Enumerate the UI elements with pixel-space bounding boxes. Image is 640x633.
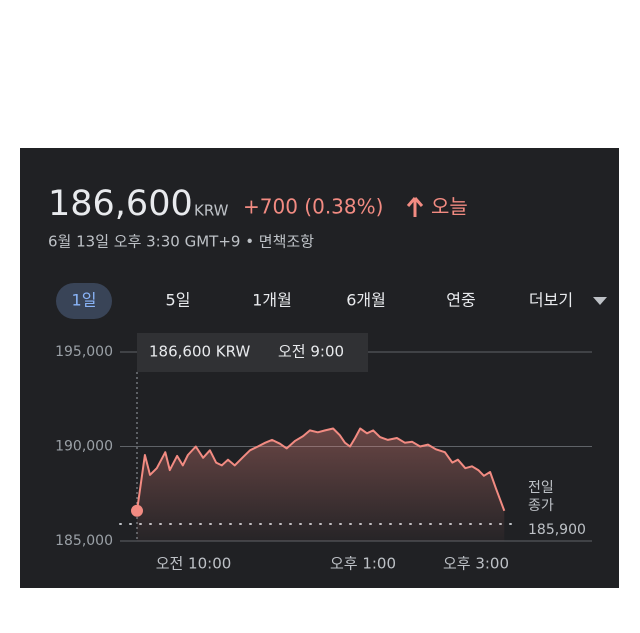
tooltip-bg <box>137 333 368 372</box>
tooltip-time: 오전 9:00 <box>278 343 344 361</box>
more-caret <box>593 297 607 305</box>
tab[interactable]: 5일 <box>166 291 191 310</box>
currency: KRW <box>194 202 229 220</box>
previous-close-label: 종가 <box>528 498 554 514</box>
timestamp: 6월 13일 오후 3:30 GMT+9 • 면책조항 <box>48 233 314 251</box>
tooltip-price: 186,600 KRW <box>149 343 250 361</box>
hover-dot <box>131 504 143 517</box>
up-arrow <box>406 197 424 217</box>
tab[interactable]: 연중 <box>446 291 475 310</box>
previous-close-value: 185,900 <box>528 522 586 538</box>
tabs: 1일 5일 1개월 6개월 연중 더보기 <box>56 283 573 319</box>
y-tick-label: 190,000 <box>55 439 113 455</box>
change: +700 (0.38%) <box>243 195 383 219</box>
previous-close-label: 전일 <box>528 480 554 496</box>
tab[interactable]: 1개월 <box>252 291 292 310</box>
y-tick-label: 185,000 <box>55 533 113 549</box>
tab-selected-bg <box>56 283 112 319</box>
x-tick-label: 오후 1:00 <box>330 555 396 573</box>
tooltip: 186,600 KRW 오전 9:00 <box>137 333 368 372</box>
tab[interactable]: 6개월 <box>346 291 386 310</box>
x-tick-label: 오후 3:00 <box>443 555 509 573</box>
price-line <box>136 427 506 512</box>
y-tick-label: 195,000 <box>55 344 113 360</box>
x-tick-label: 오전 10:00 <box>156 555 232 573</box>
price: 186,600 <box>48 184 193 224</box>
tab[interactable]: 1일 <box>72 291 97 310</box>
period: 오늘 <box>431 195 468 219</box>
tab[interactable]: 더보기 <box>529 291 573 310</box>
area <box>137 428 505 541</box>
plot: 185,000 190,000 195,000 오전 10:00 오후 1:00 오후 3… <box>55 333 592 573</box>
